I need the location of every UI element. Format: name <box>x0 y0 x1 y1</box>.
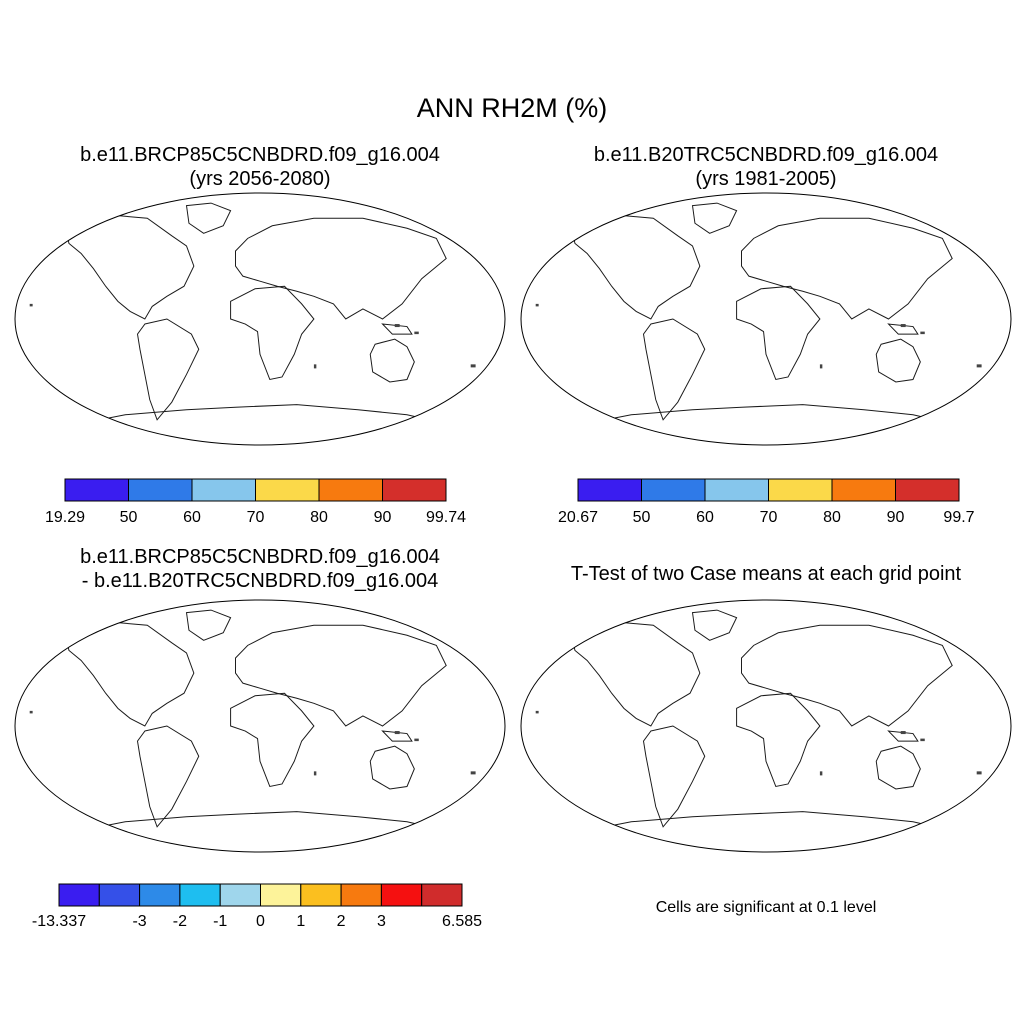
panel-4-title: T-Test of two Case means at each grid po… <box>516 562 1016 586</box>
coastline <box>52 203 469 445</box>
colorbar-swatch <box>191 478 256 502</box>
colorbar-tick-label: -13.337 <box>32 913 86 930</box>
colorbar-tick-label: 0 <box>256 913 265 930</box>
map-panel-4 <box>520 599 1012 853</box>
colorbar-tick-label: 60 <box>696 509 714 526</box>
map-frame <box>14 599 506 853</box>
colorbar-swatch <box>831 478 896 502</box>
colorbar-swatch <box>421 883 463 907</box>
map-panel-2 <box>520 192 1012 446</box>
colorbar-swatch <box>219 883 261 907</box>
colorbar-swatch <box>128 478 193 502</box>
island-specks <box>535 303 982 369</box>
map-panel-3 <box>14 599 506 853</box>
colorbar-tick-label: 60 <box>183 509 201 526</box>
colorbar-swatch <box>340 883 382 907</box>
coastline <box>558 203 975 445</box>
colorbar-tick-label: 1 <box>296 913 305 930</box>
panel-2-title-line1: b.e11.B20TRC5CNBDRD.f09_g16.004 <box>593 144 939 166</box>
colorbar-tick-label: 70 <box>247 509 265 526</box>
map-frame <box>520 192 1012 446</box>
colorbar-swatch <box>768 478 833 502</box>
colorbar-tick-label: 20.67 <box>558 509 598 526</box>
coastline <box>558 610 975 852</box>
colorbar-swatch <box>58 883 100 907</box>
coastline <box>52 610 469 852</box>
colorbar-tick-label: 50 <box>633 509 651 526</box>
panel-3-title-line2: - b.e11.B20TRC5CNBDRD.f09_g16.004 <box>81 570 439 592</box>
map-frame <box>14 192 506 446</box>
colorbar-swatch <box>98 883 141 907</box>
panel-2-title: b.e11.B20TRC5CNBDRD.f09_g16.004 (yrs 198… <box>516 143 1016 191</box>
colorbar-swatch <box>318 478 383 502</box>
island-specks <box>29 303 476 369</box>
colorbar-tick-label: 90 <box>887 509 905 526</box>
colorbar-swatch <box>300 883 342 907</box>
colorbar-tick-label: 70 <box>760 509 778 526</box>
colorbar-swatch <box>260 883 302 907</box>
colorbar-tick-label: -1 <box>213 913 227 930</box>
colorbar-swatch <box>704 478 769 502</box>
colorbar-swatch <box>382 478 447 502</box>
colorbar-swatch <box>179 883 221 907</box>
colorbar-tick-label: 99.74 <box>426 509 466 526</box>
colorbar-swatch <box>577 478 642 502</box>
island-specks <box>535 710 982 776</box>
colorbar-tick-label: 90 <box>374 509 392 526</box>
panel-1-title-line1: b.e11.BRCP85C5CNBDRD.f09_g16.004 <box>80 144 440 166</box>
panel-1-title: b.e11.BRCP85C5CNBDRD.f09_g16.004 (yrs 20… <box>10 143 510 191</box>
panel-3-title: b.e11.BRCP85C5CNBDRD.f09_g16.004 - b.e11… <box>10 545 510 593</box>
colorbar-swatch <box>255 478 320 502</box>
significance-note: Cells are significant at 0.1 level <box>655 899 877 916</box>
colorbar-swatch <box>139 883 181 907</box>
figure-title: ANN RH2M (%) <box>416 93 608 123</box>
colorbar-tick-label: -3 <box>132 913 146 930</box>
colorbar-tick-label: 99.7 <box>943 509 974 526</box>
colorbar-tick-label: -2 <box>173 913 187 930</box>
colorbar-swatch <box>380 883 423 907</box>
map-frame <box>520 599 1012 853</box>
colorbar-tick-label: 50 <box>120 509 138 526</box>
colorbar-2: 20.67 50 60 70 80 90 99.7 <box>558 478 975 526</box>
colorbar-tick-label: 80 <box>310 509 328 526</box>
colorbar-swatch <box>64 478 129 502</box>
colorbar-tick-label: 3 <box>377 913 386 930</box>
panel-4-title-line1: T-Test of two Case means at each grid po… <box>570 563 962 585</box>
panel-1-title-line2: (yrs 2056-2080) <box>189 168 331 190</box>
island-specks <box>29 710 476 776</box>
colorbar-tick-label: 6.585 <box>442 913 482 930</box>
panel-2-title-line2: (yrs 1981-2005) <box>695 168 837 190</box>
colorbar-tick-label: 2 <box>337 913 346 930</box>
colorbar-tick-label: 80 <box>823 509 841 526</box>
panel-3-title-line1: b.e11.BRCP85C5CNBDRD.f09_g16.004 <box>80 546 440 568</box>
colorbar-3: -13.337 -3 -2 -1 0 1 2 3 6.585 <box>32 883 482 930</box>
colorbar-swatch <box>895 478 960 502</box>
colorbar-swatch <box>641 478 706 502</box>
colorbar-tick-label: 19.29 <box>45 509 85 526</box>
colorbar-1: 19.29 50 60 70 80 90 99.74 <box>45 478 466 526</box>
map-panel-1 <box>14 192 506 446</box>
